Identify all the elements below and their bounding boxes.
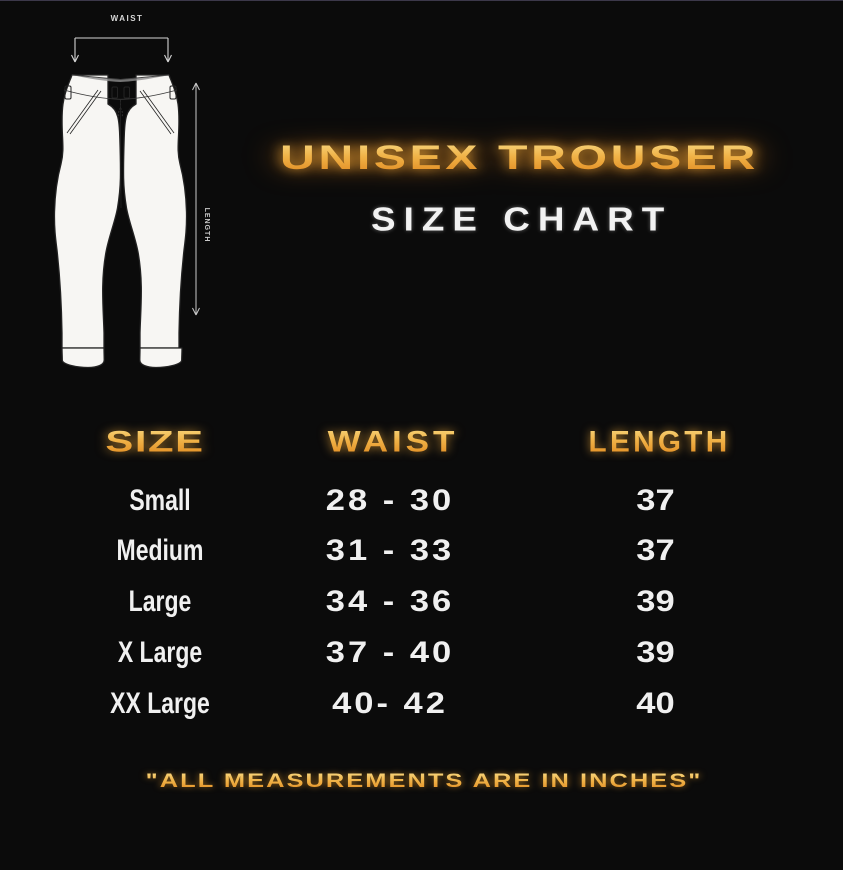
svg-text:LENGTH: LENGTH: [203, 208, 210, 243]
svg-text:WAIST: WAIST: [111, 14, 144, 23]
